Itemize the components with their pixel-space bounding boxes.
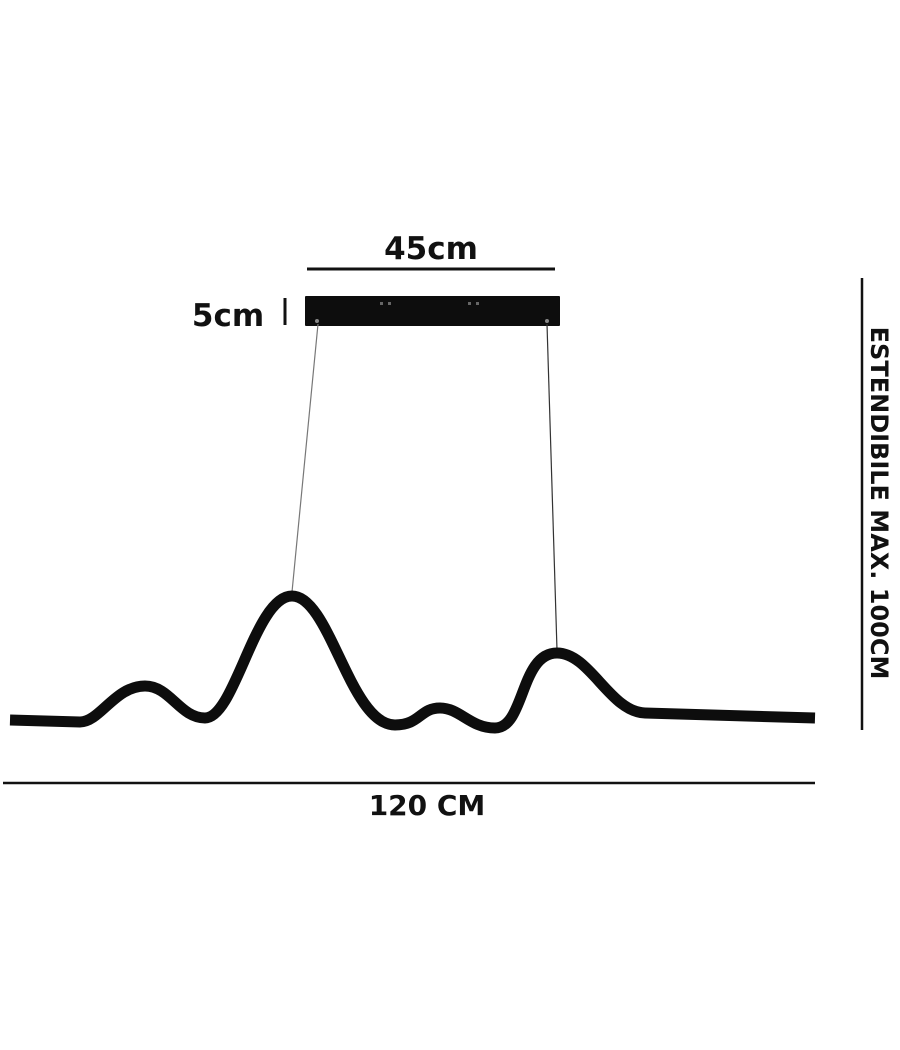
canopy-width-label: 45cm <box>384 231 478 267</box>
suspension-wire-left <box>291 323 319 593</box>
suspension-wire-right <box>546 323 558 651</box>
extendable-height-label: ESTENDIBILE MAX. 100CM <box>865 327 893 680</box>
total-width-label: 120 CM <box>369 789 486 822</box>
wave-lamp-body <box>9 590 816 734</box>
ceiling-canopy <box>305 296 560 326</box>
canopy-height-label: 5cm <box>192 298 264 334</box>
